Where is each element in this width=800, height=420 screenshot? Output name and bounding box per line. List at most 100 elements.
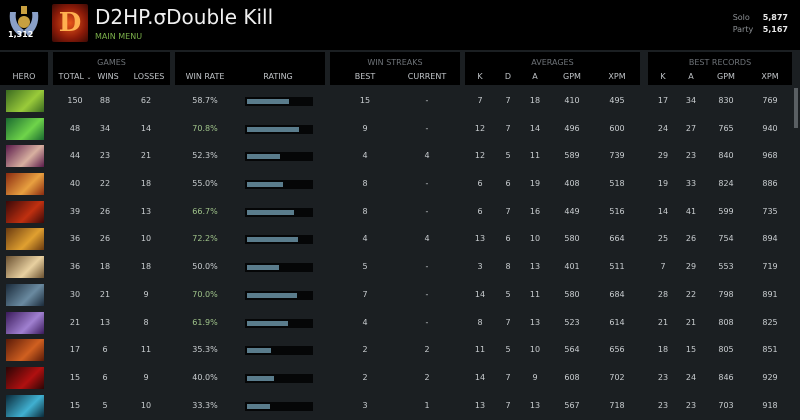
table-row[interactable]: 30 21 9 70.0% 7 - 14 5 11 580 684 28 22 798 891: [0, 282, 800, 310]
cell-losses: 8: [143, 317, 149, 327]
cell-ba: 26: [685, 234, 697, 244]
games-header: GAMES TOTAL ⌄ WINS LOSSES: [53, 52, 170, 85]
cell-cur: -: [425, 317, 429, 327]
rating-bar: [245, 152, 313, 162]
cell-bgpm: 846: [718, 372, 734, 382]
hero-portrait[interactable]: [6, 311, 44, 334]
cell-gpm: 589: [564, 151, 580, 161]
col-gpm[interactable]: GPM: [563, 72, 581, 81]
cell-best: 5: [362, 262, 368, 272]
hero-portrait[interactable]: [6, 200, 44, 223]
cell-a: 10: [529, 345, 541, 355]
table-row[interactable]: 44 23 21 52.3% 4 4 12 5 11 589 739 29 23 840 968: [0, 143, 800, 171]
cell-bxpm: 735: [762, 206, 778, 216]
table-row[interactable]: 150 88 62 58.7% 15 - 7 7 18 410 495 17 34 830 769: [0, 88, 800, 116]
table-row[interactable]: 39 26 13 66.7% 8 - 6 7 16 449 516 14 41 599 735: [0, 199, 800, 227]
cell-wins: 6: [102, 345, 108, 355]
table-row[interactable]: 40 22 18 55.0% 8 - 6 6 19 408 518 19 33 824 886: [0, 171, 800, 199]
rating-bar: [245, 290, 313, 300]
col-k[interactable]: K: [477, 72, 483, 81]
cell-wins: 13: [99, 317, 111, 327]
table-row[interactable]: 17 6 11 35.3% 2 2 11 5 10 564 656 18 15 805 851: [0, 337, 800, 365]
cell-bgpm: 840: [718, 151, 734, 161]
cell-d: 5: [505, 345, 511, 355]
cell-wr: 40.0%: [192, 372, 218, 382]
cell-k: 7: [477, 96, 483, 105]
cell-losses: 10: [140, 234, 152, 244]
cell-bxpm: 825: [762, 317, 778, 327]
cell-bgpm: 599: [718, 206, 734, 216]
cell-xpm: 739: [609, 151, 625, 161]
main-menu-link[interactable]: MAIN MENU: [95, 32, 143, 41]
table-row[interactable]: 48 34 14 70.8% 9 - 12 7 14 496 600 24 27 765 940: [0, 116, 800, 144]
col-best[interactable]: BEST: [354, 72, 376, 81]
col-a[interactable]: A: [532, 72, 538, 81]
hero-portrait[interactable]: [6, 283, 44, 306]
cell-bk: 24: [657, 123, 669, 133]
hero-portrait[interactable]: [6, 366, 44, 389]
hero-portrait[interactable]: [6, 256, 44, 279]
hero-portrait[interactable]: [6, 145, 44, 168]
table-row[interactable]: 21 13 8 61.9% 4 - 8 7 13 523 614 21 21 808 825: [0, 310, 800, 338]
cell-a: 13: [529, 262, 541, 272]
cell-total: 17: [69, 345, 81, 355]
cell-bxpm: 851: [762, 345, 778, 355]
group-win-streaks: WIN STREAKS: [367, 58, 423, 67]
col-best-gpm[interactable]: GPM: [717, 72, 735, 81]
col-total[interactable]: TOTAL ⌄: [58, 72, 92, 81]
cell-total: 36: [69, 262, 81, 272]
col-xpm[interactable]: XPM: [608, 72, 626, 81]
col-hero[interactable]: HERO: [12, 72, 36, 81]
col-best-k[interactable]: K: [660, 72, 666, 81]
hero-portrait[interactable]: [6, 228, 44, 251]
cell-gpm: 580: [564, 234, 580, 244]
col-best-a[interactable]: A: [688, 72, 694, 81]
cell-bxpm: 719: [762, 262, 778, 272]
col-d[interactable]: D: [504, 72, 512, 81]
profile-header: 1,312 D D2HP.σDouble Kill MAIN MENU Solo…: [0, 0, 800, 50]
col-wins[interactable]: WINS: [97, 72, 119, 81]
party-mmr: 5,167: [762, 25, 788, 34]
cell-xpm: 684: [609, 289, 625, 299]
cell-xpm: 495: [609, 96, 625, 105]
cell-ba: 23: [685, 151, 697, 161]
col-best-xpm[interactable]: XPM: [761, 72, 779, 81]
cell-bk: 7: [660, 262, 666, 272]
cell-ba: 29: [685, 262, 697, 272]
rating-bar: [245, 373, 313, 383]
col-losses[interactable]: LOSSES: [133, 72, 165, 81]
averages-header: AVERAGES K D A GPM XPM: [465, 52, 640, 85]
hero-portrait[interactable]: [6, 173, 44, 196]
cell-losses: 18: [140, 179, 152, 189]
cell-bk: 29: [657, 151, 669, 161]
table-row[interactable]: 36 26 10 72.2% 4 4 13 6 10 580 664 25 26 754 894: [0, 226, 800, 254]
avatar[interactable]: D: [52, 4, 88, 42]
cell-k: 13: [474, 234, 486, 244]
hero-portrait[interactable]: [6, 394, 44, 417]
table-row[interactable]: 15 5 10 33.3% 3 1 13 7 13 567 718 23 23 703 918: [0, 393, 800, 420]
cell-a: 11: [529, 151, 541, 161]
cell-cur: 2: [424, 372, 430, 382]
hero-portrait[interactable]: [6, 339, 44, 362]
cell-wr: 58.7%: [192, 96, 218, 105]
cell-gpm: 496: [564, 123, 580, 133]
hero-portrait[interactable]: [6, 117, 44, 140]
cell-bgpm: 703: [718, 400, 734, 410]
hero-portrait[interactable]: [6, 90, 44, 112]
best-records-header: BEST RECORDS K A GPM XPM: [648, 52, 792, 85]
cell-ba: 27: [685, 123, 697, 133]
cell-ba: 34: [685, 96, 697, 105]
table-row[interactable]: 36 18 18 50.0% 5 - 3 8 13 401 511 7 29 553 719: [0, 254, 800, 282]
scrollbar[interactable]: [794, 88, 798, 128]
cell-best: 2: [362, 345, 368, 355]
cell-ba: 22: [685, 289, 697, 299]
cell-wins: 88: [99, 96, 111, 105]
solo-label: Solo: [732, 13, 750, 22]
cell-ba: 33: [685, 179, 697, 189]
col-rating[interactable]: RATING: [263, 72, 293, 81]
col-win-rate[interactable]: WIN RATE: [185, 72, 225, 81]
col-current[interactable]: CURRENT: [407, 72, 447, 81]
cell-cur: 2: [424, 345, 430, 355]
cell-best: 8: [362, 179, 368, 189]
table-row[interactable]: 15 6 9 40.0% 2 2 14 7 9 608 702 23 24 846 929: [0, 365, 800, 393]
